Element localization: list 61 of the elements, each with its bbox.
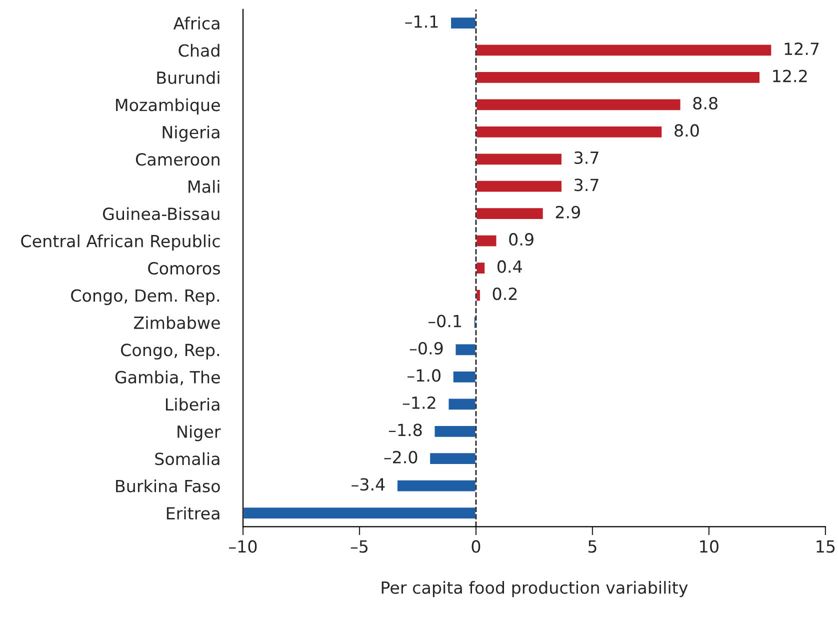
data-label: –1.8 [388, 424, 422, 436]
data-label: 3.7 [574, 178, 598, 192]
data-label: 8.0 [674, 124, 699, 137]
data-label: –3.4 [352, 478, 385, 491]
x-tick-label: –10 [229, 540, 257, 553]
bar [475, 125, 664, 139]
x-tick-label: 10 [700, 540, 718, 553]
y-tick-label: Comoros [148, 262, 220, 275]
bar [450, 16, 477, 30]
bar [396, 479, 477, 493]
bar [428, 452, 477, 466]
data-label: 12.7 [784, 42, 819, 55]
y-tick-label: Burundi [157, 71, 220, 84]
x-tick-label: 5 [588, 540, 596, 553]
bar [447, 397, 477, 411]
bar [475, 98, 682, 112]
y-tick-label: Africa [173, 16, 220, 30]
x-tick-label: 15 [816, 540, 835, 553]
data-label: 0.4 [498, 260, 522, 273]
y-tick-label: Chad [178, 44, 220, 57]
y-tick-label: Central African Republic [21, 234, 220, 251]
y-tick-label: Gambia, The [115, 370, 220, 386]
y-tick-label: Mozambique [116, 98, 220, 114]
data-label: 2.9 [556, 206, 580, 218]
y-tick-label: Congo, Dem. Rep. [71, 289, 219, 306]
x-tick-label: 0 [472, 540, 480, 553]
bar [475, 206, 544, 220]
data-label: –0.1 [428, 314, 462, 328]
x-tick-label: –5 [350, 540, 368, 553]
y-tick-label: Eritrea [166, 506, 220, 520]
data-label: 0.2 [492, 287, 517, 300]
bar [475, 180, 563, 194]
y-tick-label: Mali [188, 180, 220, 193]
bar [243, 506, 477, 520]
y-tick-label: Congo, Rep. [121, 344, 219, 360]
y-tick-label: Somalia [155, 452, 220, 466]
data-label: 3.7 [574, 151, 598, 164]
bar [452, 370, 477, 384]
bar [475, 70, 761, 84]
y-tick-label: Zimbabwe [134, 316, 220, 330]
y-tick-label: Burkina Faso [116, 480, 220, 492]
data-label: –0.9 [410, 342, 443, 355]
y-tick-label: Nigeria [162, 126, 220, 142]
y-tick-label: Niger [178, 425, 221, 442]
y-tick-label: Cameroon [136, 153, 220, 166]
bar [433, 424, 477, 438]
bar [475, 234, 498, 248]
data-label: 8.8 [693, 96, 718, 110]
bar [475, 261, 486, 275]
bar [475, 152, 563, 166]
data-label: –1.2 [402, 396, 436, 409]
y-tick-label: Guinea-Bissau [102, 207, 220, 220]
data-label: –1.1 [405, 15, 438, 28]
data-label: –2.0 [384, 450, 418, 464]
bar [475, 43, 773, 58]
data-label: –1.0 [408, 369, 440, 382]
data-label: 12.2 [773, 70, 807, 82]
data-label: 0.9 [509, 233, 534, 246]
y-tick-label: Liberia [166, 398, 220, 411]
bar [454, 342, 477, 357]
x-axis-title: Per capita food production variability [382, 581, 688, 598]
